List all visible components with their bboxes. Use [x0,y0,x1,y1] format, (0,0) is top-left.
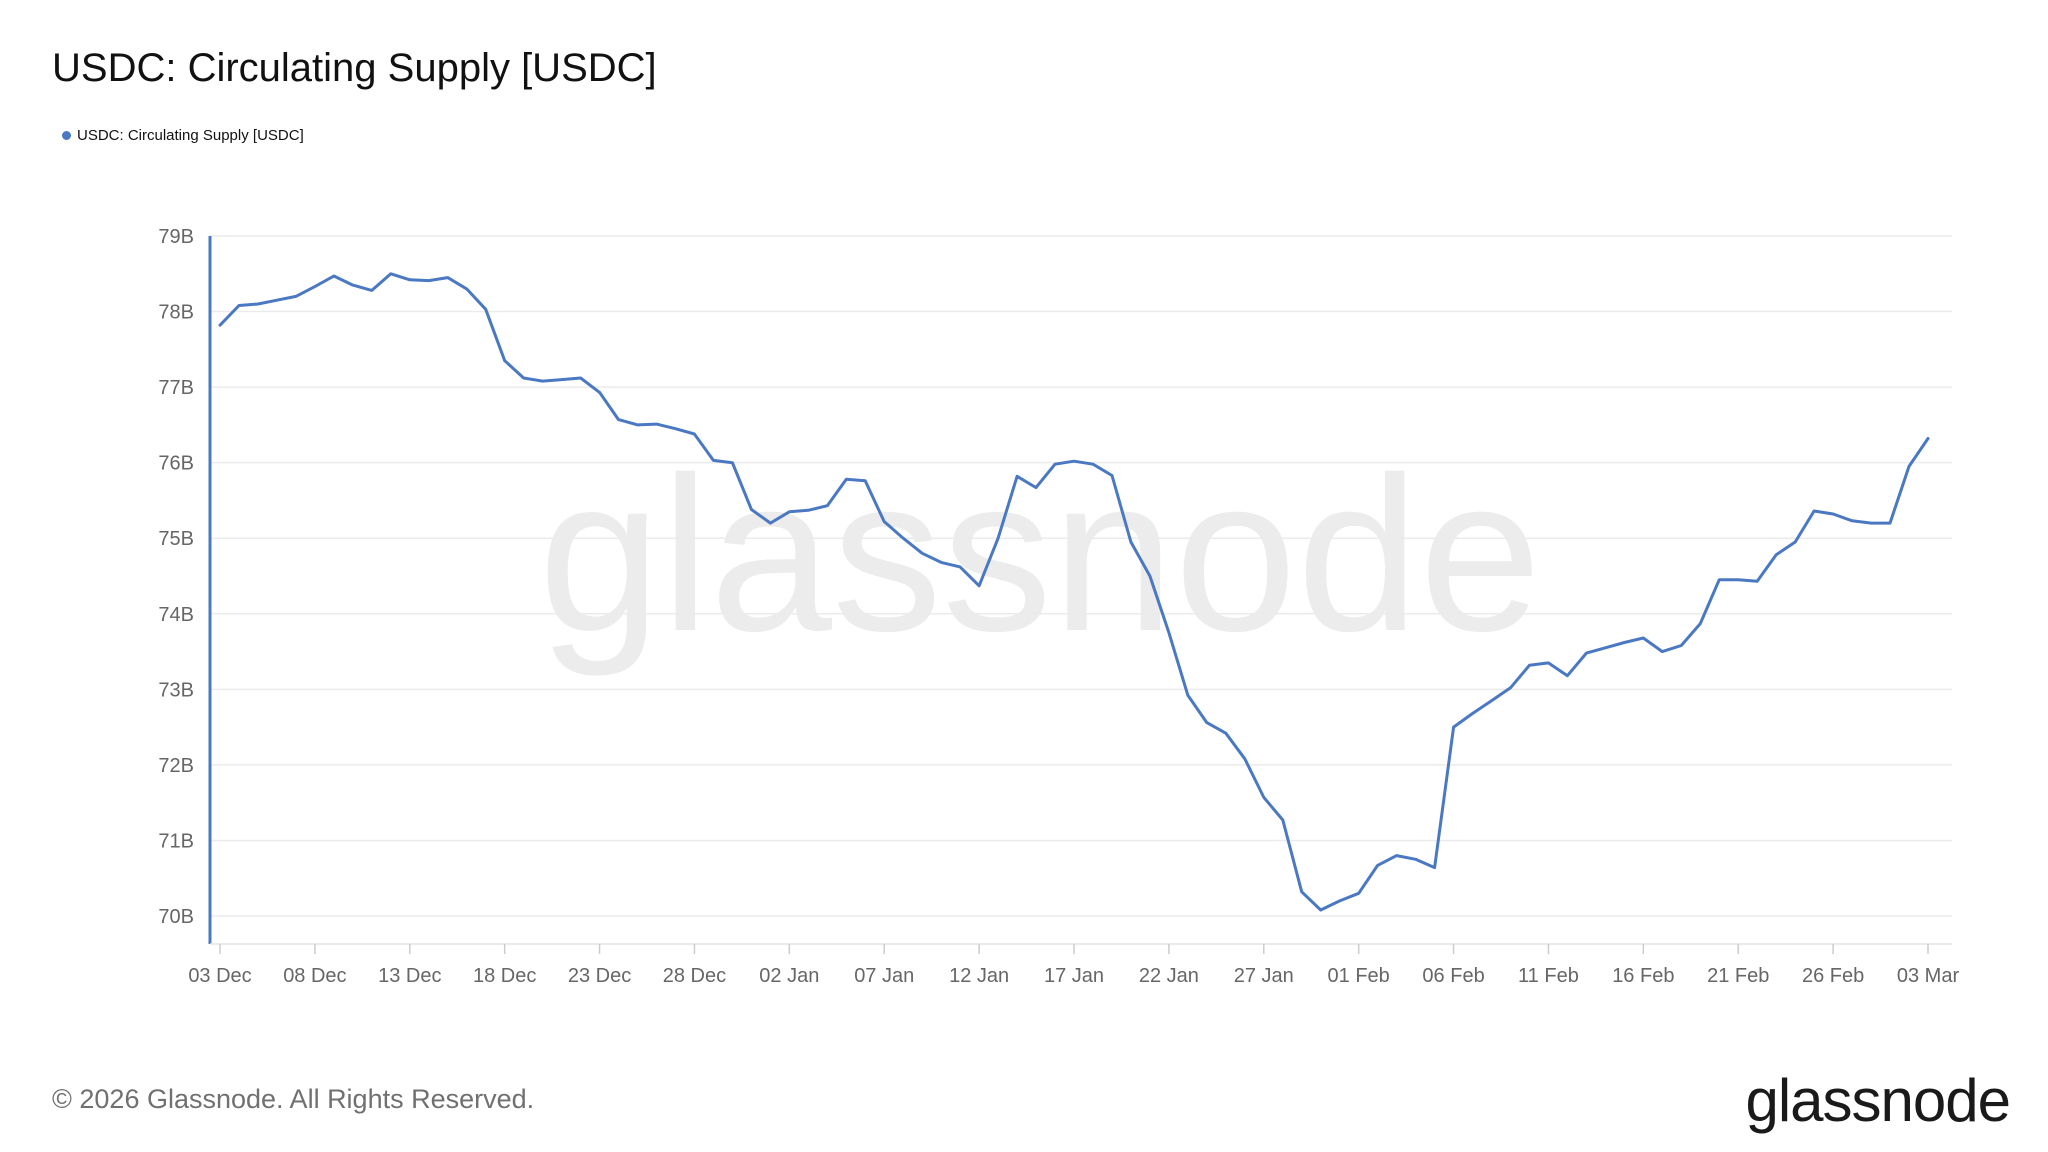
x-tick-label: 23 Dec [568,965,631,987]
y-tick-label: 73B [158,679,194,701]
watermark-text: glassnode [539,431,1542,677]
y-tick-label: 77B [158,377,194,399]
x-tick-label: 03 Dec [188,965,251,987]
page-title: USDC: Circulating Supply [USDC] [52,46,657,90]
x-tick-label: 12 Jan [949,965,1009,987]
y-tick-label: 78B [158,302,194,324]
x-tick-label: 07 Jan [854,965,914,987]
x-tick-label: 27 Jan [1234,965,1294,987]
x-tick-label: 03 Mar [1897,965,1960,987]
y-tick-label: 76B [158,453,194,475]
x-tick-label: 11 Feb [1518,965,1579,987]
x-tick-label: 08 Dec [283,965,346,987]
x-tick-label: 18 Dec [473,965,536,987]
y-tick-label: 70B [158,906,194,928]
x-tick-label: 02 Jan [759,965,819,987]
x-tick-label: 17 Jan [1044,965,1104,987]
y-tick-label: 75B [158,528,194,550]
chart-series-group [218,272,1930,912]
x-tick-label: 13 Dec [378,965,441,987]
chart-grid [210,235,1952,917]
legend-series-swatch [62,131,71,140]
y-tick-label: 74B [158,604,194,626]
y-tick-label: 79B [158,226,194,248]
x-tick-label: 21 Feb [1707,965,1769,987]
x-tick-label: 16 Feb [1612,965,1674,987]
x-tick-label: 06 Feb [1422,965,1484,987]
y-tick-label: 72B [158,755,194,777]
x-tick-label: 28 Dec [663,965,726,987]
x-tick-label: 26 Feb [1802,965,1864,987]
x-axis: 03 Dec 08 Dec 13 Dec 18 Dec 23 Dec 28 Dec 02 J… [188,943,1960,987]
legend-series-label: USDC: Circulating Supply [USDC] [77,127,304,144]
y-tick-label: 71B [158,830,194,852]
series-line [218,272,1930,912]
y-axis: 70B 71B 72B 73B 74B 75B 76B 77B 78B 79B [158,226,212,944]
legend[interactable]: USDC: Circulating Supply [USDC] [62,127,304,144]
x-tick-label: 01 Feb [1328,965,1390,987]
x-tick-label: 22 Jan [1139,965,1199,987]
copyright-text: © 2026 Glassnode. All Rights Reserved. [52,1084,535,1114]
brand-logo: glassnode [1745,1067,2011,1134]
